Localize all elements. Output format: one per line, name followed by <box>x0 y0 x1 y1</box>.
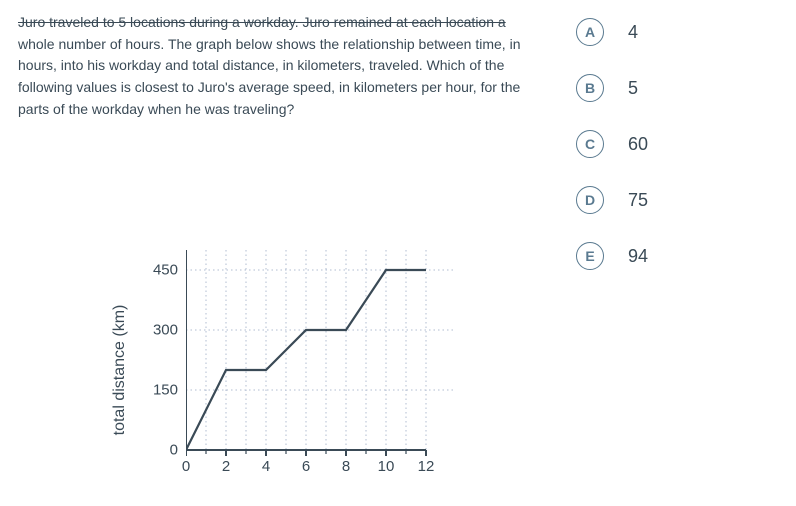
question-body: whole number of hours. The graph below s… <box>18 36 520 117</box>
question-text: Juro traveled to 5 locations during a wo… <box>18 12 538 120</box>
x-tick-label: 8 <box>342 458 350 475</box>
choice-value-d: 75 <box>628 190 648 211</box>
x-tick-label: 12 <box>418 458 435 475</box>
answer-choices: A 4 B 5 C 60 D 75 E 94 <box>576 18 796 298</box>
chart-svg <box>186 250 458 480</box>
choice-row[interactable]: C 60 <box>576 130 796 158</box>
choice-value-c: 60 <box>628 134 648 155</box>
choice-value-b: 5 <box>628 78 638 99</box>
choice-letter-a[interactable]: A <box>576 18 604 46</box>
page: Juro traveled to 5 locations during a wo… <box>0 0 796 506</box>
x-tick-label: 2 <box>222 458 230 475</box>
choice-row[interactable]: B 5 <box>576 74 796 102</box>
question-crossed-line: Juro traveled to 5 locations during a wo… <box>18 14 506 30</box>
choice-row[interactable]: E 94 <box>576 242 796 270</box>
y-tick-label: 0 <box>138 442 178 459</box>
choice-letter-c[interactable]: C <box>576 130 604 158</box>
choice-row[interactable]: D 75 <box>576 186 796 214</box>
choice-row[interactable]: A 4 <box>576 18 796 46</box>
x-tick-label: 4 <box>262 458 270 475</box>
choice-letter-d[interactable]: D <box>576 186 604 214</box>
choice-letter-e[interactable]: E <box>576 242 604 270</box>
x-tick-label: 6 <box>302 458 310 475</box>
y-tick-label: 300 <box>138 322 178 339</box>
y-axis-label: total distance (km) <box>111 305 129 436</box>
choice-letter-b[interactable]: B <box>576 74 604 102</box>
x-tick-label: 10 <box>378 458 395 475</box>
choice-value-e: 94 <box>628 246 648 267</box>
y-tick-label: 150 <box>138 382 178 399</box>
distance-chart: total distance (km) 0150300450024681012 <box>130 250 450 490</box>
choice-value-a: 4 <box>628 22 638 43</box>
y-tick-label: 450 <box>138 262 178 279</box>
x-tick-label: 0 <box>182 458 190 475</box>
